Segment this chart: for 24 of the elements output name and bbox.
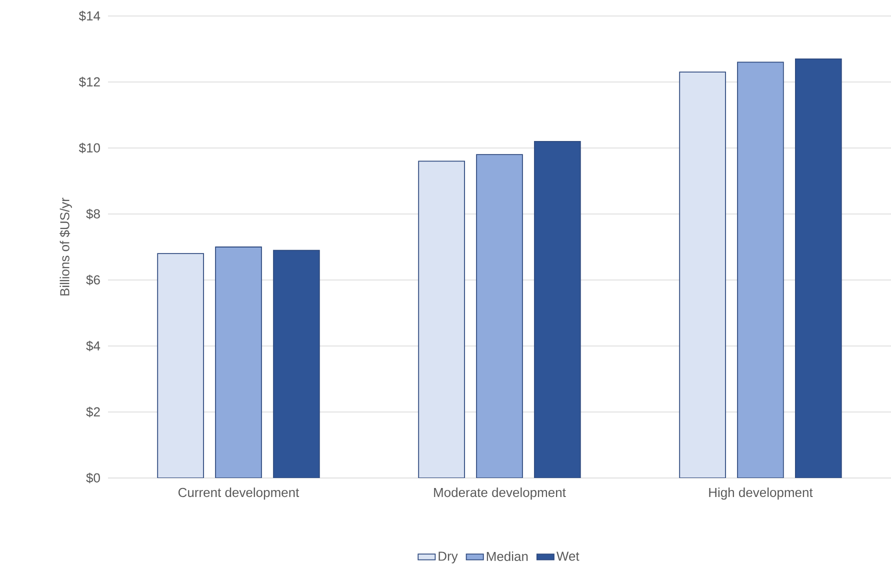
y-tick-label: $0 (86, 472, 100, 484)
legend-label: Wet (556, 552, 580, 561)
legend-label: Median (486, 551, 528, 562)
bar (157, 253, 204, 478)
y-tick-label: $2 (86, 406, 100, 418)
bar (795, 58, 842, 478)
bar (679, 72, 726, 478)
y-tick-label: $10 (78, 142, 100, 154)
bar (476, 154, 523, 478)
x-tick-label: Moderate development (434, 488, 566, 500)
y-tick-label: $4 (86, 340, 100, 352)
y-tick-label: $6 (86, 274, 100, 286)
legend-label: Dry (438, 552, 458, 564)
bar (215, 246, 262, 478)
x-tick-label: High development (709, 488, 813, 500)
y-tick-label: $8 (86, 208, 100, 220)
y-axis-title: Billions of $US/yr (60, 198, 72, 296)
y-tick-label: $14 (78, 10, 100, 22)
bar (737, 62, 784, 478)
bar (418, 160, 465, 478)
x-tick-label: Current development (178, 488, 300, 500)
bar (534, 140, 581, 478)
bar (273, 250, 320, 478)
y-tick-label: $12 (78, 76, 100, 88)
